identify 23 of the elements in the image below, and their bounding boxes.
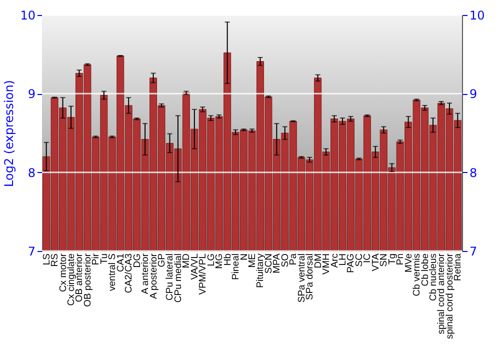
y-tick-label: 7 [28, 244, 36, 258]
x-tick-label: GP [156, 254, 168, 268]
x-tick-label: SC [354, 253, 365, 267]
x-tick-label: Pir [90, 254, 102, 266]
y2-tick-label: 7 [470, 244, 478, 258]
y-tick-label: 10 [20, 8, 36, 22]
y2-tick-label: 10 [470, 8, 485, 22]
y-axis-title: Log2 (expression) [2, 80, 16, 187]
y2-tick-label: 8 [470, 166, 478, 180]
y2-tick-label: 9 [470, 87, 478, 102]
x-tick-label: SO [280, 254, 291, 268]
x-tick-label: CPu medial [172, 254, 184, 303]
y-tick-label: 9 [28, 87, 36, 102]
x-tick-label: Cb lobe [420, 254, 431, 286]
x-tick-label: Pa [288, 252, 300, 266]
x-tick-label: Cb nucleus [428, 253, 439, 302]
x-tick-label: RS [50, 254, 61, 267]
x-tick-label: ME [247, 254, 258, 268]
x-tick-label: Retina [452, 252, 464, 281]
x-tick-label: DG [132, 254, 143, 268]
y-tick-label: 8 [28, 166, 36, 180]
x-tick-label: Hb [222, 254, 234, 266]
x-tick-label: IC [362, 253, 374, 263]
